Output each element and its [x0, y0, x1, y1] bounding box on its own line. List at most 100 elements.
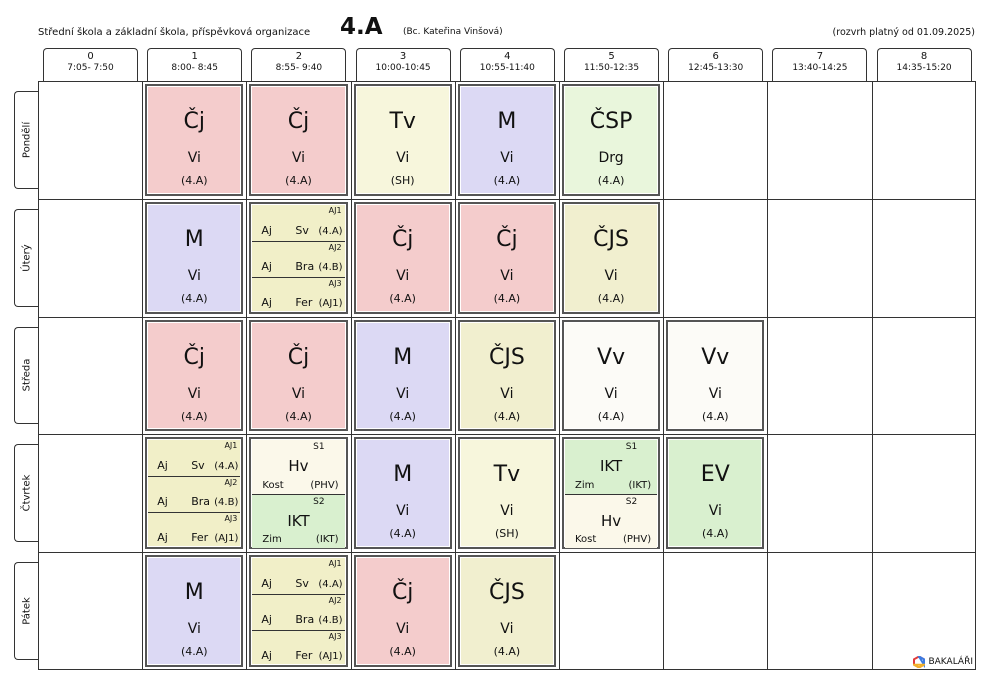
group-room: (AJ1): [318, 650, 343, 662]
lesson-cell[interactable]: AJ1 Aj Sv (4.A) AJ2 Aj Bra (4.B) AJ3 Aj Fer (AJ1): [249, 555, 348, 667]
lesson-cell[interactable]: AJ1 Aj Sv (4.A) AJ2 Aj Bra (4.B) AJ3 Aj Fer (AJ1): [145, 437, 244, 550]
lesson-cell[interactable]: Tv Vi (SH): [353, 84, 452, 196]
lesson-cell[interactable]: Čj Vi (4.A): [145, 84, 244, 196]
lesson-content: M Vi (4.A): [356, 322, 449, 429]
lesson-teacher: Vi: [708, 503, 722, 520]
lesson-cell[interactable]: ČJS Vi (4.A): [457, 555, 556, 667]
column-divider: [454, 81, 456, 670]
column-divider: [559, 81, 560, 670]
lesson-subject: M: [184, 226, 204, 252]
lesson-cell[interactable]: Vv Vi (4.A): [666, 319, 765, 432]
lesson-cell[interactable]: Čj Vi (4.A): [249, 84, 348, 196]
lesson-cell[interactable]: Tv Vi (SH): [457, 437, 556, 550]
lesson-room: (4.A): [597, 174, 625, 187]
period-header-1: 1 8:00- 8:45: [147, 48, 243, 81]
class-title: 4.A: [340, 14, 383, 40]
lesson-subject: M: [497, 109, 517, 134]
lesson-cell[interactable]: S1 Hv Kost (PHV) S2 IKT Zim (IKT): [249, 437, 348, 550]
group-lesson: AJ3 Aj Fer (AJ1): [252, 276, 345, 313]
group-teacher: Bra: [191, 495, 210, 509]
lesson-subject: ČJS: [488, 580, 525, 606]
lesson-cell[interactable]: M Vi (4.A): [353, 319, 452, 432]
lesson-subject: Čj: [183, 109, 206, 134]
group-name: S1: [313, 442, 325, 453]
column-divider: [663, 81, 665, 670]
group-room: (4.B): [214, 497, 239, 509]
day-label: Úterý: [14, 208, 38, 307]
lesson-content: S1 Hv Kost (PHV) S2 IKT Zim (IKT): [252, 440, 345, 549]
lesson-teacher: Vi: [187, 150, 201, 166]
school-name: Střední škola a základní škola, příspěvk…: [38, 27, 311, 38]
lesson-teacher: Vi: [396, 150, 410, 166]
group-teacher: Bra: [295, 259, 315, 273]
lesson-cell[interactable]: Vv Vi (4.A): [562, 319, 661, 432]
lesson-cell[interactable]: M Vi (4.A): [145, 555, 244, 667]
bakalari-logo: BAKALÁŘI: [913, 656, 973, 668]
lesson-content: Čj Vi (4.A): [252, 87, 345, 193]
lesson-room: (4.A): [285, 409, 312, 423]
lesson-room: (SH): [494, 527, 519, 541]
row-divider: [38, 552, 976, 554]
day-label-text: Středa: [21, 359, 32, 392]
group-name: S2: [625, 497, 638, 508]
lesson-content: Čj Vi (4.A): [148, 322, 241, 429]
period-number: 7: [816, 51, 824, 62]
group-room: (IKT): [315, 534, 339, 546]
lesson-subject: M: [393, 344, 413, 370]
group-teacher: Kost: [262, 480, 284, 492]
group-teacher: Sv: [295, 223, 309, 237]
lesson-cell[interactable]: AJ1 Aj Sv (4.A) AJ2 Aj Bra (4.B) AJ3 Aj Fer (AJ1): [249, 201, 348, 314]
lesson-cell[interactable]: Čj Vi (4.A): [249, 319, 348, 432]
group-name: S1: [625, 442, 638, 453]
lesson-cell[interactable]: Čj Vi (4.A): [457, 201, 556, 314]
day-label-text: Úterý: [21, 243, 32, 272]
lesson-cell[interactable]: M Vi (4.A): [457, 84, 556, 196]
lesson-cell[interactable]: Čj Vi (4.A): [353, 555, 452, 667]
group-teacher: Kost: [575, 534, 597, 546]
period-number: 6: [712, 51, 719, 62]
lesson-cell[interactable]: M Vi (4.A): [145, 201, 244, 314]
lesson-cell[interactable]: M Vi (4.A): [353, 437, 452, 550]
lesson-subject: Čj: [391, 580, 414, 606]
lesson-room: (4.A): [701, 527, 729, 541]
group-room: (AJ1): [214, 533, 239, 545]
lesson-cell[interactable]: Čj Vi (4.A): [353, 201, 452, 314]
lesson-subject: ČJS: [488, 344, 525, 370]
group-lesson: AJ1 Aj Sv (4.A): [252, 558, 344, 594]
period-time: 14:35-15:20: [896, 63, 952, 73]
lesson-subject: ČJS: [593, 226, 629, 252]
lesson-cell[interactable]: EV Vi (4.A): [666, 437, 765, 550]
lesson-room: (4.A): [389, 645, 416, 659]
lesson-room: (4.A): [180, 291, 208, 305]
lesson-content: AJ1 Aj Sv (4.A) AJ2 Aj Bra (4.B) AJ3 Aj Fer (AJ1): [252, 204, 345, 313]
period-number: 3: [399, 51, 407, 62]
lesson-cell[interactable]: ČJS Vi (4.A): [562, 201, 661, 314]
lesson-cell[interactable]: ČSP Drg (4.A): [562, 84, 661, 196]
half-lesson: S1 IKT Zim (IKT): [565, 440, 658, 495]
column-divider: [767, 81, 769, 670]
lesson-cell[interactable]: Čj Vi (4.A): [145, 319, 244, 432]
lesson-teacher: Vi: [396, 621, 410, 638]
lesson-content: Čj Vi (4.A): [356, 204, 449, 311]
group-name: AJ1: [328, 559, 342, 569]
lesson-teacher: Vi: [187, 385, 201, 402]
period-number: 1: [191, 51, 198, 62]
column-divider: [871, 81, 873, 670]
period-time: 8:00- 8:45: [171, 63, 218, 73]
group-room: (AJ1): [318, 297, 343, 309]
group-subject: IKT: [599, 457, 623, 476]
lesson-content: EV Vi (4.A): [669, 440, 762, 547]
group-lesson: AJ2 Aj Bra (4.B): [252, 240, 345, 277]
lesson-cell[interactable]: ČJS Vi (4.A): [457, 319, 556, 432]
lesson-teacher: Vi: [500, 267, 514, 284]
column-divider: [350, 81, 352, 670]
lesson-content: ČJS Vi (4.A): [460, 558, 553, 664]
lesson-cell[interactable]: S1 IKT Zim (IKT) S2 Hv Kost (PHV): [562, 437, 661, 550]
lesson-teacher: Vi: [291, 150, 306, 166]
column-divider: [142, 81, 144, 670]
lesson-content: M Vi (4.A): [460, 87, 553, 193]
group-name: AJ3: [224, 514, 238, 524]
group-subject: Aj: [261, 577, 272, 591]
group-teacher: Fer: [295, 648, 313, 662]
